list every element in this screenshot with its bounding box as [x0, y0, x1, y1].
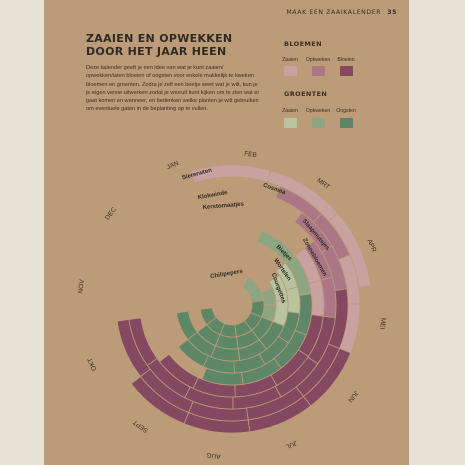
month-label: FEB: [244, 150, 257, 158]
month-label: JAN: [166, 160, 180, 171]
month-label: MRT: [315, 177, 330, 191]
header-title: MAAK EEN ZAAIKALENDER: [286, 9, 382, 16]
legend-swatch-flowers-raise: [312, 66, 325, 76]
legend-veg-raise: Opkweken: [305, 108, 331, 114]
legend-vegetables-labels: Zaaien Opkweken Oogsten: [276, 108, 360, 114]
legend-flowers-bloom: Bloeien: [337, 57, 355, 63]
legend-flowers-labels: Zaaien Opkweken Bloeien: [276, 57, 360, 63]
month-label: DEC: [104, 206, 118, 221]
legend-swatch-veg-sow: [284, 118, 297, 128]
ring-3-segment-1: [128, 317, 158, 366]
legend-flowers-raise: Opkweken: [305, 57, 331, 63]
legend-swatch-flowers-bloom: [340, 66, 353, 76]
ring-9-segment-1: [199, 307, 217, 326]
plant-label: Kerstomaatjes: [203, 202, 245, 212]
intro-text: Deze kalender geeft je een idee van wat …: [86, 65, 260, 113]
legend-flowers-sow: Zaaien: [282, 57, 298, 63]
month-label: AUG: [206, 451, 221, 460]
page-title: ZAAIEN EN OPWEKKEN DOOR HET JAAR HEEN: [86, 32, 233, 58]
month-label: SEPT: [132, 418, 150, 434]
ring-7-segment-1: [176, 310, 198, 341]
month-label: MEI: [378, 317, 386, 330]
legend-flowers-title: BLOEMEN: [284, 40, 322, 48]
month-label: JUN: [346, 389, 359, 404]
legend-swatch-veg-raise: [312, 118, 325, 128]
legend-veg-harvest: Oogsten: [336, 108, 356, 114]
page-number: 35: [387, 9, 397, 16]
month-label: APR: [366, 238, 378, 253]
legend-swatch-flowers-sow: [284, 66, 297, 76]
sowing-calendar-wheel: JANFEBMRTAPRMEIJUNJULAUGSEPTOKTNOVDECSie…: [77, 150, 386, 460]
running-header: MAAK EEN ZAAIKALENDER 35: [286, 9, 397, 16]
legend-swatch-veg-harvest: [340, 118, 353, 128]
plant-label: Klokwinde: [197, 190, 228, 201]
month-label: OKT: [87, 357, 99, 372]
legend-vegetables-title: GROENTEN: [284, 90, 328, 98]
book-page: MAAK EEN ZAAIKALENDER 35 ZAAIEN EN OPWEKK…: [44, 0, 409, 465]
plant-label: Chilipepers: [210, 269, 244, 281]
legend-veg-sow: Zaaien: [282, 108, 298, 114]
month-label: JUL: [284, 439, 298, 450]
ring-4-segment-1: [158, 353, 199, 389]
month-label: NOV: [77, 278, 86, 293]
